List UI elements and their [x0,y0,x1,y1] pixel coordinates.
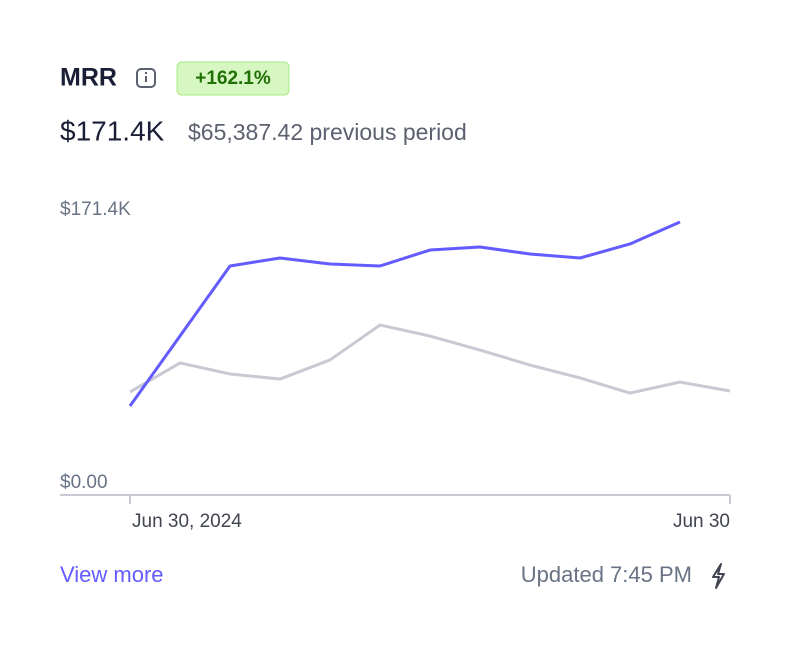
title: MRR [60,64,117,92]
y-tick-label: $171.4K [60,199,131,220]
plot [128,220,731,407]
series-line [129,323,731,395]
x-tick-label: Jun 30, 2024 [132,511,242,532]
badge: +162.1% [195,68,271,89]
y-tick-label: $0.00 [60,472,108,493]
info-icon[interactable] [136,68,156,88]
previous: $65,387.42 previous period [188,119,467,145]
updated: Updated 7:45 PM [521,562,692,587]
x-tick-label: Jun 30 [673,511,730,532]
value: $171.4K [60,115,165,146]
refresh-icon[interactable] [712,563,725,589]
badge-bg [176,61,290,96]
view-more-link[interactable]: View more [60,562,164,587]
series-line [128,220,681,407]
